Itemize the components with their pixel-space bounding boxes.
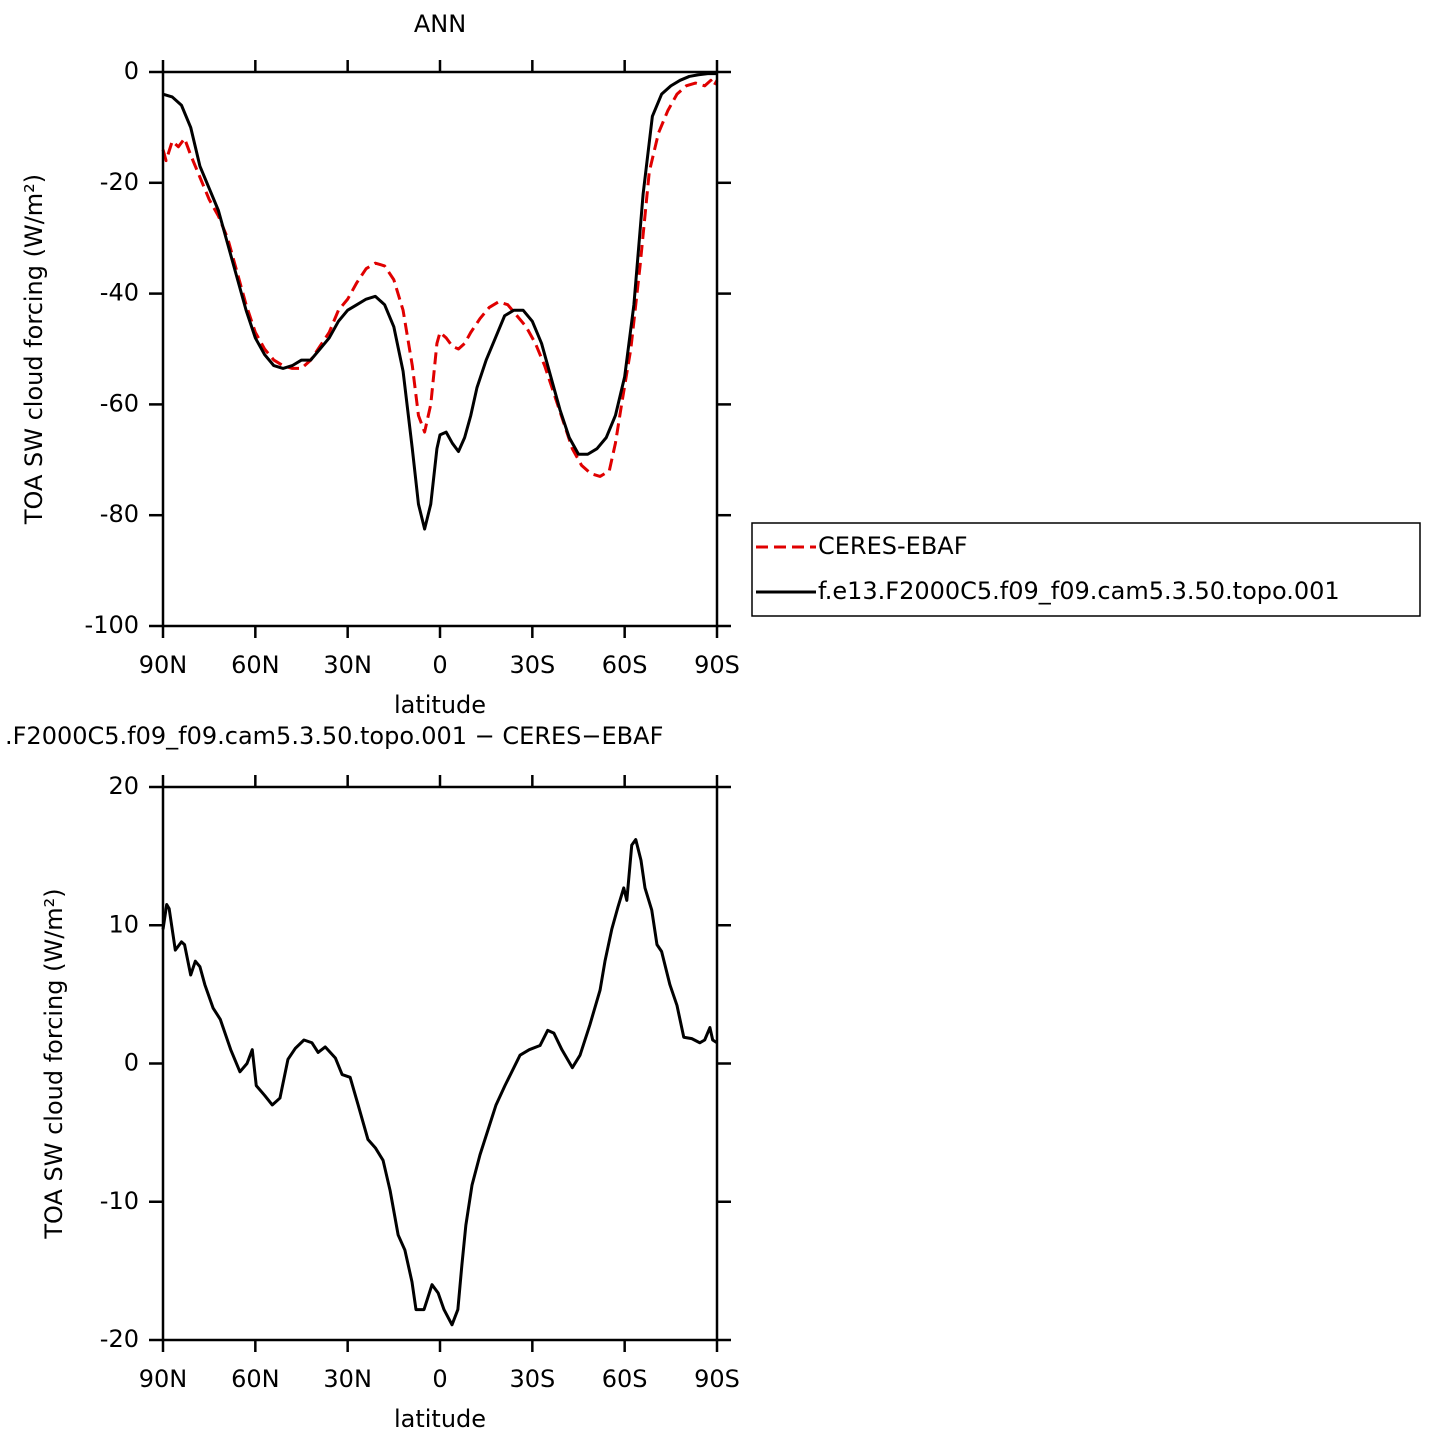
x-axis-label: latitude	[394, 1405, 486, 1433]
x-tick-label: 0	[432, 651, 447, 679]
y-tick-label: 10	[108, 910, 139, 938]
x-tick-label: 60N	[231, 1365, 280, 1393]
y-axis-label: TOA SW cloud forcing (W/m²)	[20, 174, 48, 525]
chart-panel: .F2000C5.f09_f09.cam5.3.50.topo.001 − CE…	[5, 722, 740, 1433]
y-tick-label: -20	[100, 168, 139, 196]
legend-box	[751, 522, 1421, 617]
y-tick-label: -10	[100, 1187, 139, 1215]
legend: CERES-EBAF f.e13.F2000C5.f09_f09.cam5.3.5…	[751, 522, 1421, 617]
x-tick-label: 30S	[509, 651, 555, 679]
data-line	[162, 72, 717, 531]
legend-label: CERES-EBAF	[818, 532, 968, 560]
x-tick-label: 60S	[602, 1365, 648, 1393]
x-tick-label: 30S	[509, 1365, 555, 1393]
plot-frame	[161, 70, 719, 628]
y-tick-label: 20	[108, 772, 139, 800]
x-tick-label: 90S	[694, 651, 740, 679]
x-tick-label: 60N	[231, 651, 280, 679]
data-line	[161, 78, 719, 478]
chart-title: .F2000C5.f09_f09.cam5.3.50.topo.001 − CE…	[5, 722, 663, 750]
y-axis-label: TOA SW cloud forcing (W/m²)	[40, 888, 68, 1239]
legend-label: f.e13.F2000C5.f09_f09.cam5.3.50.topo.001	[818, 577, 1340, 605]
y-tick-label: 0	[124, 1049, 139, 1077]
x-tick-label: 90N	[139, 1365, 188, 1393]
y-tick-label: -80	[100, 500, 139, 528]
y-tick-label: -60	[100, 389, 139, 417]
x-axis-label: latitude	[394, 691, 486, 719]
y-tick-label: -40	[100, 279, 139, 307]
chart-panel: ANN 90N 60N 30N 0 30S 60S 90S -100 -80 -60 -40 -20 0 l…	[20, 10, 1421, 719]
y-tick-label: 0	[124, 57, 139, 85]
y-tick-label: -100	[85, 611, 139, 639]
plot-frame	[161, 785, 719, 1342]
y-tick-label: -20	[100, 1325, 139, 1353]
x-tick-label: 90N	[139, 651, 188, 679]
chart-title: ANN	[414, 10, 466, 38]
x-tick-label: 30N	[323, 651, 372, 679]
x-tick-label: 60S	[602, 651, 648, 679]
data-line	[161, 838, 718, 1327]
x-tick-label: 30N	[323, 1365, 372, 1393]
x-tick-label: 90S	[694, 1365, 740, 1393]
x-tick-label: 0	[432, 1365, 447, 1393]
